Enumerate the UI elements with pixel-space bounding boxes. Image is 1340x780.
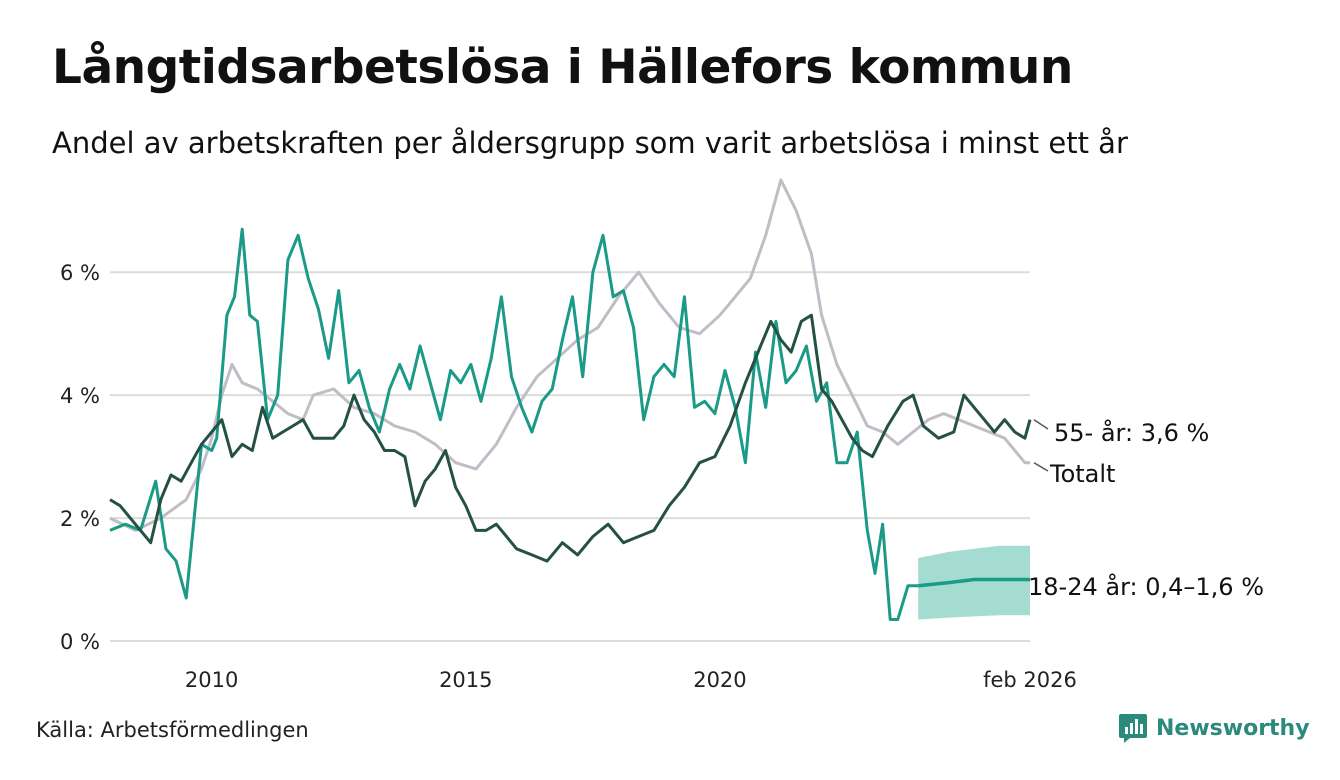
forecast-band-18-24 xyxy=(918,545,1030,620)
grid-lines xyxy=(110,271,1030,642)
y-tick-label: 0 % xyxy=(60,630,100,654)
x-tick-label: 2010 xyxy=(185,668,238,692)
series-line-55 xyxy=(109,313,1032,563)
series-label-18-24: 18-24 år: 0,4–1,6 % xyxy=(1028,572,1264,601)
y-tick-label: 4 % xyxy=(60,384,100,408)
source-note: Källa: Arbetsförmedlingen xyxy=(36,718,309,742)
plot-area xyxy=(109,178,1032,621)
x-tick-label: 2020 xyxy=(693,668,746,692)
series-labels: 55- år: 3,6 % Totalt 18-24 år: 0,4–1,6 % xyxy=(1028,418,1264,601)
y-tick-label: 6 % xyxy=(60,261,100,285)
brand-logo: Newsworthy xyxy=(1118,712,1310,744)
newsworthy-logo-icon xyxy=(1119,714,1147,743)
y-axis-labels: 0 % 2 % 4 % 6 % xyxy=(60,261,100,654)
label-leader-55 xyxy=(1033,419,1049,430)
series-line-18-24 xyxy=(109,227,919,621)
series-line-18-24-forecast xyxy=(918,577,1030,588)
brand-name: Newsworthy xyxy=(1156,715,1310,741)
x-tick-label: feb 2026 xyxy=(983,668,1077,692)
label-leader-totalt xyxy=(1033,462,1049,472)
chart-title: Långtidsarbetslösa i Hällefors kommun xyxy=(52,40,1073,95)
series-line-totalt xyxy=(109,178,1030,532)
y-tick-label: 2 % xyxy=(60,507,100,531)
chart-subtitle: Andel av arbetskraften per åldersgrupp s… xyxy=(52,126,1128,160)
series-label-55: 55- år: 3,6 % xyxy=(1054,418,1209,447)
x-tick-label: 2015 xyxy=(439,668,492,692)
x-axis-labels: 2010 2015 2020 feb 2026 xyxy=(185,668,1077,692)
series-label-totalt: Totalt xyxy=(1049,460,1115,488)
